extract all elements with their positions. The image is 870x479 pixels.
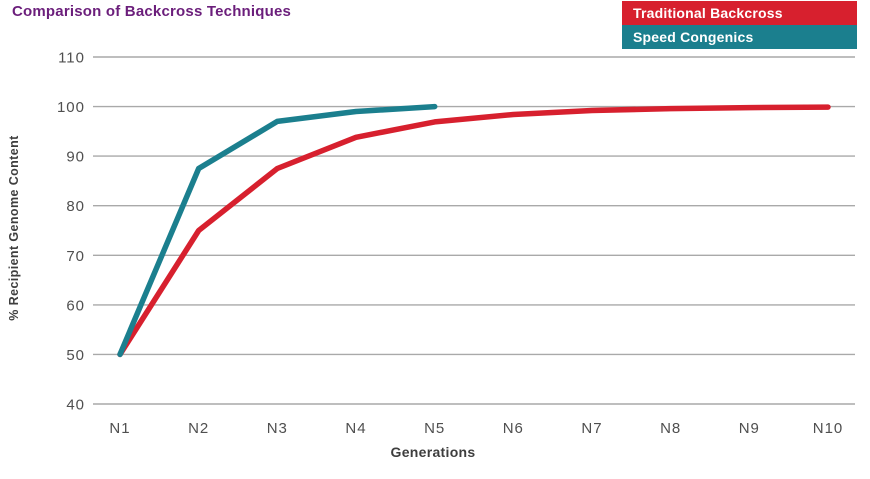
y-tick-label: 40: [66, 397, 85, 414]
legend-label-traditional-backcross: Traditional Backcross: [633, 5, 783, 21]
x-tick-label: N10: [813, 420, 844, 437]
x-tick-label: N4: [345, 420, 366, 437]
legend-item-speed-congenics: Speed Congenics: [622, 25, 857, 49]
x-tick-label: N5: [424, 420, 445, 437]
y-tick-label: 90: [66, 149, 85, 166]
x-tick-label: N7: [581, 420, 602, 437]
x-tick-label: N2: [188, 420, 209, 437]
legend: Traditional Backcross Speed Congenics: [622, 1, 857, 49]
x-tick-label: N3: [267, 420, 288, 437]
y-tick-label: 100: [57, 99, 85, 116]
legend-item-traditional-backcross: Traditional Backcross: [622, 1, 857, 25]
x-tick-label: N9: [739, 420, 760, 437]
y-tick-label: 110: [58, 50, 85, 67]
y-tick-label: 60: [66, 297, 85, 314]
y-tick-label: 70: [66, 248, 85, 265]
x-axis-label: Generations: [390, 444, 476, 460]
x-tick-label: N6: [503, 420, 524, 437]
series-line-speed-congenics: [117, 103, 438, 358]
x-tick-label: N1: [109, 420, 130, 437]
series-line-traditional-backcross: [117, 104, 831, 358]
y-tick-label: 80: [66, 198, 85, 215]
legend-label-speed-congenics: Speed Congenics: [633, 29, 754, 45]
x-tick-label: N8: [660, 420, 681, 437]
chart-title: Comparison of Backcross Techniques: [12, 3, 292, 20]
y-tick-label: 50: [66, 347, 85, 364]
